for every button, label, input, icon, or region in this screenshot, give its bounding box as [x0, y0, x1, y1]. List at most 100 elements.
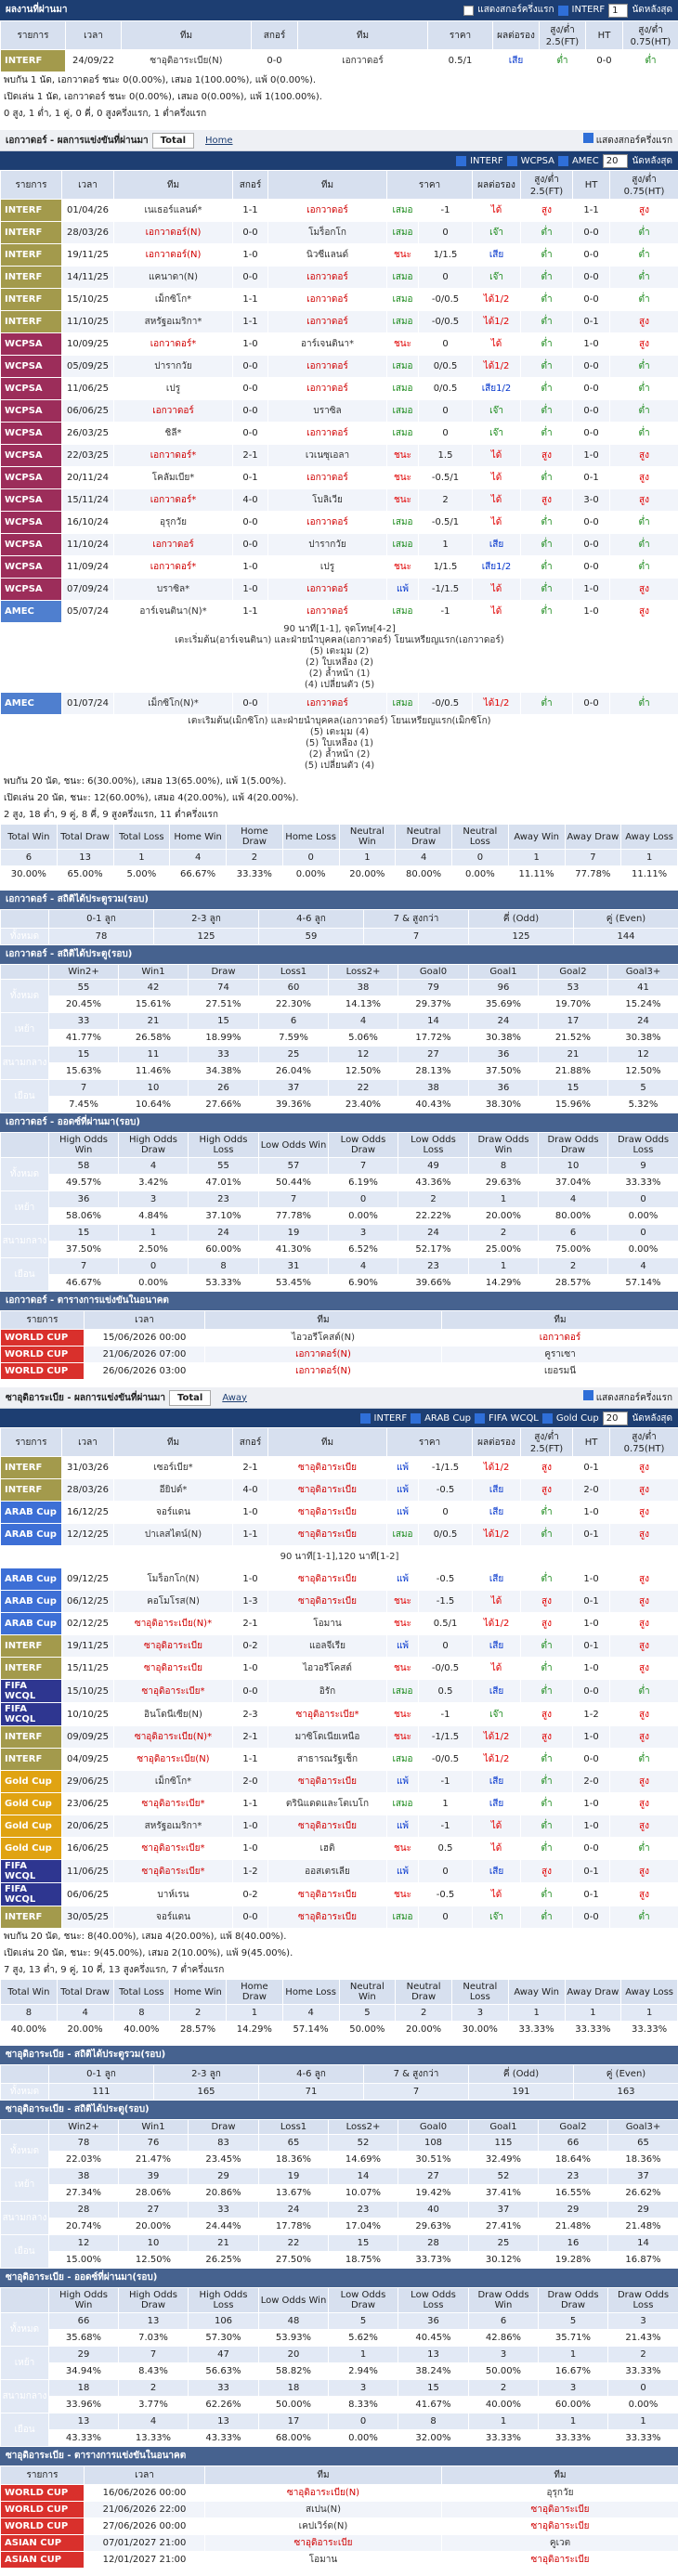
cell: สูง — [609, 1612, 678, 1635]
goals-table: 0-1 ลูก 2-3 ลูก 4-6 ลูก 7 & สูงกว่า คี่ (Odd… — [0, 2064, 678, 2101]
cell: 23/06/25 — [61, 1792, 114, 1815]
count-select[interactable]: 1 — [608, 3, 629, 18]
count: 38 — [48, 2167, 119, 2185]
count: 25 — [258, 1046, 329, 1063]
cell: 0-0 — [232, 399, 268, 423]
column-header: 0-1 ลูก — [48, 909, 154, 929]
goals-title: เอกวาดอร์ - สถิติได้ประตูรวม(รอบ) — [0, 891, 678, 909]
cell: -1 — [417, 600, 474, 623]
checkbox[interactable] — [506, 155, 517, 166]
percent: 7.59% — [258, 1029, 329, 1047]
count-select[interactable]: 20 — [602, 153, 629, 168]
note-line: (5) ใบเหลือง (1) — [306, 738, 373, 748]
count: 18 — [48, 2379, 119, 2397]
cell: ซาอุดิอาระเบีย — [267, 1590, 387, 1613]
percent: 26.62% — [607, 2184, 678, 2202]
competition: WORLD CUP — [0, 2517, 85, 2535]
cell: อุรุกวัย — [441, 2484, 678, 2502]
cell: 22/03/25 — [61, 444, 114, 467]
percent: 37.10% — [188, 1207, 259, 1225]
count: 4 — [328, 1257, 398, 1275]
percent: 6.19% — [328, 1174, 398, 1191]
cell: โมร็อกโก(N) — [113, 1568, 233, 1591]
count: 10 — [118, 2234, 189, 2252]
row-label: เหย้า — [0, 2346, 49, 2380]
column-header: Loss1 — [258, 964, 329, 980]
percent: 30.51% — [398, 2151, 469, 2168]
count-label: นัดหลังสุด — [632, 1412, 672, 1424]
checkbox[interactable] — [456, 155, 467, 166]
checkbox[interactable] — [359, 1412, 371, 1424]
count: 2 — [169, 2004, 227, 2022]
percent: 23.45% — [188, 2151, 259, 2168]
summary-line: 2 สูง, 18 ต่ำ, 9 คู่, 8 คี่, 9 สูงครึ่งแ… — [4, 810, 218, 820]
percent-row: 22.03% 21.47% 23.45% 18.36% 14.69% 30.51% 32.4… — [1, 2151, 678, 2168]
team-title: ซาอุดิอาระเบีย - ผลการแข่งขันที่ผ่านมา — [6, 1392, 165, 1403]
count: 12 — [328, 1046, 398, 1063]
cell: 1 — [417, 1792, 474, 1815]
column-header: Away Win — [507, 824, 566, 850]
percent: 46.67% — [48, 1274, 119, 1292]
cell: 31/03/26 — [61, 1456, 114, 1479]
cell: 2-1 — [232, 1456, 268, 1479]
tab[interactable]: Total — [151, 132, 194, 149]
tab[interactable]: Home — [205, 135, 233, 146]
checkbox[interactable] — [557, 155, 568, 166]
checkbox[interactable] — [475, 1412, 486, 1424]
column-header: Draw Odds Draw — [538, 1132, 608, 1158]
percent: 50.00% — [338, 2021, 397, 2038]
percent: 33.33% — [564, 2021, 622, 2038]
cell: ต่ำ — [520, 1568, 574, 1591]
odds-table: High Odds Win High Odds Draw High Odds Los… — [0, 1132, 678, 1292]
cell: 0.5 — [417, 1837, 474, 1860]
cell: สหรัฐอเมริกา* — [113, 1815, 233, 1838]
cell: 1-0 — [572, 1657, 611, 1680]
cell: 0-1 — [572, 1590, 611, 1613]
cell: 1-1 — [232, 1748, 268, 1771]
column-header: คี่ (Odd) — [468, 909, 574, 929]
percent: 22.30% — [258, 995, 329, 1013]
cell: เสมอ — [386, 533, 419, 556]
count: 40 — [398, 2201, 469, 2218]
cell: 28/03/26 — [61, 1478, 114, 1502]
percent: 60.00% — [538, 2396, 608, 2413]
column-header: สูง/ต่ำ 0.75(HT) — [609, 170, 678, 200]
cell: ต่ำ — [520, 1792, 574, 1815]
summary-line: 0 สูง, 1 ต่ำ, 1 คู่, 0 คี่, 0 สูงครึ่งแร… — [4, 109, 207, 119]
count: 29 — [48, 2346, 119, 2363]
competition: FIFA WCQL — [0, 1702, 62, 1726]
checkbox[interactable] — [541, 1412, 553, 1424]
tab[interactable]: Total — [168, 1389, 212, 1406]
column-header: Home Win — [169, 1979, 227, 2005]
count-select[interactable]: 20 — [602, 1411, 629, 1425]
header-row: 0-1 ลูก 2-3 ลูก 4-6 ลูก 7 & สูงกว่า คี่ (Odd… — [0, 2064, 678, 2084]
column-header: เวลา — [84, 1310, 205, 1330]
cell: เอกวาดอร์(N) — [113, 243, 233, 267]
cell: ได้1/2 — [472, 1612, 522, 1635]
cell: ต่ำ — [520, 399, 574, 423]
count: 33 — [48, 1012, 119, 1030]
cell: 1-1 — [232, 199, 268, 222]
checkbox[interactable] — [411, 1412, 422, 1424]
cell: ต่ำ — [520, 1634, 574, 1658]
percent: 33.33% — [468, 2429, 539, 2447]
count: 28 — [398, 2234, 469, 2252]
count: 27 — [398, 2167, 469, 2185]
column-header: ทีม — [204, 1310, 442, 1330]
column-header: รายการ — [0, 1427, 62, 1457]
match-row: AMEC 01/07/24 เม็กซิโก(N)* 0-0 เอกวาดอร์ เสมอ… — [0, 692, 678, 715]
column-header: Goal3+ — [607, 964, 678, 980]
cell: ต่ำ — [622, 49, 678, 72]
cell: -0.5 — [417, 1882, 474, 1906]
tab[interactable]: Away — [222, 1392, 247, 1403]
column-header: 7 & สูงกว่า — [363, 909, 469, 929]
cell: 15/10/25 — [61, 1679, 114, 1703]
percent: 15.63% — [48, 1062, 119, 1080]
cell: 1-0 — [232, 1815, 268, 1838]
cell: 01/04/26 — [61, 199, 114, 222]
count: 1 — [118, 1224, 189, 1242]
count: 29 — [538, 2201, 608, 2218]
cell: ต่ำ — [609, 422, 678, 445]
competition: AMEC — [0, 600, 62, 623]
cell: 0.5 — [417, 1679, 474, 1703]
